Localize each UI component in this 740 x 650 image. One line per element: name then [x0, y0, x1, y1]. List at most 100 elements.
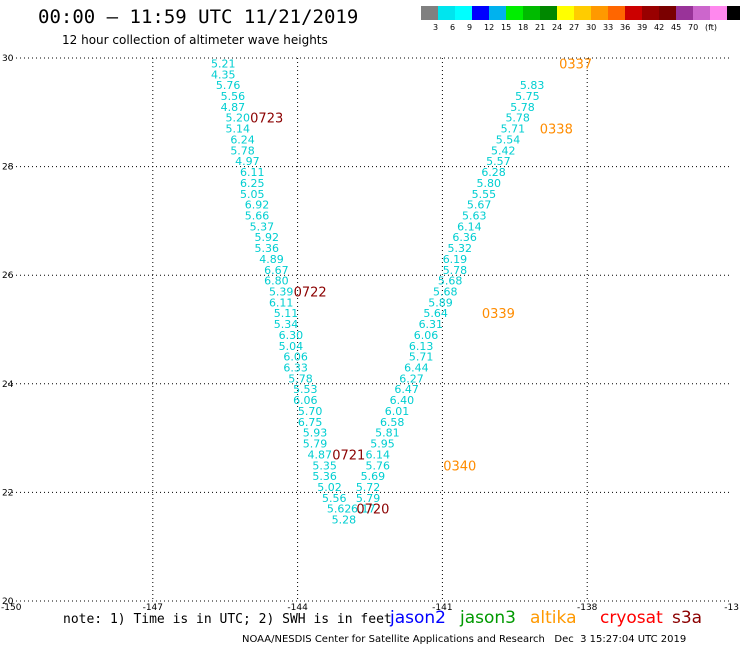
wave-height-value: 4.89 — [259, 253, 284, 266]
color-swatch — [455, 6, 472, 20]
wave-height-value: 5.89 — [428, 296, 453, 309]
wave-height-value: 5.80 — [476, 177, 501, 190]
x-tick-label: -141 — [432, 603, 452, 613]
y-tick-label: 22 — [2, 488, 13, 498]
y-tick-label: 30 — [2, 54, 14, 64]
color-swatch — [506, 6, 523, 20]
wave-height-value: 5.79 — [356, 492, 381, 505]
wave-height-value: 5.56 — [221, 90, 246, 103]
color-swatch — [472, 6, 489, 20]
color-swatch — [574, 6, 591, 20]
wave-height-value: 6.47 — [394, 383, 419, 396]
wave-height-value: 6.27 — [399, 372, 424, 385]
color-swatch — [523, 6, 540, 20]
wave-height-value: 5.56 — [322, 492, 347, 505]
wave-height-value: 5.39 — [269, 285, 294, 298]
wave-height-value: 5.20 — [225, 112, 250, 125]
color-swatch — [625, 6, 642, 20]
wave-height-value: 5.62 — [327, 503, 352, 516]
color-swatch — [489, 6, 506, 20]
wave-height-value: 5.68 — [433, 285, 458, 298]
wave-height-value: 5.53 — [293, 383, 318, 396]
wave-height-value: 6.31 — [419, 318, 444, 331]
wave-height-value: 5.21 — [211, 57, 236, 70]
y-tick-label: 28 — [2, 163, 14, 173]
credit-source: NOAA/NESDIS Center for Satellite Applica… — [242, 634, 545, 645]
color-swatch — [591, 6, 608, 20]
color-scale-label: 18 — [518, 23, 529, 32]
wave-height-value: 5.55 — [472, 188, 497, 201]
units-note: note: 1) Time is in UTC; 2) SWH is in fe… — [63, 612, 392, 627]
wave-height-value: 5.78 — [443, 264, 468, 277]
pass-time-label: 0720 — [356, 503, 389, 518]
color-scale-bar — [421, 6, 740, 20]
color-swatch — [608, 6, 625, 20]
wave-height-value: 5.78 — [510, 101, 535, 114]
wave-height-value: 4.35 — [211, 68, 236, 81]
wave-height-value: 5.70 — [298, 405, 323, 418]
wave-height-value: 6.40 — [390, 394, 415, 407]
wave-height-value: 5.42 — [491, 144, 516, 157]
x-tick-label: -150 — [1, 603, 22, 613]
color-swatch — [540, 6, 557, 20]
wave-height-value: 5.02 — [317, 481, 342, 494]
wave-height-value: 6.44 — [404, 362, 429, 375]
wave-height-value: 5.04 — [279, 340, 304, 353]
pass-time-label: 0722 — [294, 285, 327, 300]
wave-height-value: 6.33 — [283, 362, 308, 375]
chart-subtitle: 12 hour collection of altimeter wave hei… — [62, 33, 328, 47]
x-tick-label: -138 — [577, 603, 598, 613]
color-scale-label: 15 — [501, 23, 512, 32]
wave-height-value: 5.36 — [312, 470, 337, 483]
x-tick-label: -147 — [143, 603, 163, 613]
pass-time-label: 0721 — [332, 448, 365, 463]
wave-height-value: 6.01 — [385, 405, 410, 418]
wave-height-value: 6.67 — [264, 264, 289, 277]
wave-height-value: 5.64 — [423, 307, 448, 320]
y-tick-label: 26 — [2, 271, 14, 281]
wave-height-value: 5.69 — [361, 470, 386, 483]
wave-height-value: 5.67 — [467, 199, 492, 212]
wave-height-value: 5.66 — [245, 209, 270, 222]
pass-time-label: 0340 — [443, 459, 476, 474]
wave-height-value: 5.11 — [274, 307, 299, 320]
pass-time-label: 0338 — [540, 123, 573, 138]
color-scale-label: 42 — [654, 23, 665, 32]
x-tick-label: -13 — [724, 603, 739, 613]
wave-height-value: 5.75 — [515, 90, 540, 103]
color-scale-label: 30 — [586, 23, 597, 32]
wave-height-value: 5.63 — [462, 209, 487, 222]
wave-height-value: 6.28 — [481, 166, 506, 179]
wave-height-value: 5.05 — [240, 188, 265, 201]
wave-height-value: 5.71 — [501, 123, 526, 136]
pass-time-label: 0337 — [559, 57, 592, 72]
legend-s3a: s3a — [672, 608, 703, 628]
legend-cryosat: cryosat — [600, 608, 663, 628]
credit-footer: NOAA/NESDIS Center for Satellite Applica… — [242, 634, 686, 645]
wave-height-value: 6.25 — [240, 177, 265, 190]
wave-height-value: 5.68 — [438, 275, 463, 288]
color-swatch — [642, 6, 659, 20]
wave-height-value: 6.30 — [279, 329, 304, 342]
wave-height-value: 5.36 — [254, 242, 279, 255]
wave-height-value: 4.87 — [308, 448, 333, 461]
pass-time-label: 0723 — [250, 112, 283, 127]
wave-height-value: 6.19 — [443, 253, 468, 266]
wave-height-value: 5.78 — [505, 112, 530, 125]
color-scale-label: 21 — [535, 23, 546, 32]
wave-height-value: 4.87 — [221, 101, 246, 114]
wave-height-value: 5.78 — [288, 372, 313, 385]
wave-height-value: 5.76 — [216, 79, 241, 92]
color-scale-label: 33 — [603, 23, 614, 32]
y-tick-label: 24 — [2, 380, 14, 390]
wave-height-value: 5.34 — [274, 318, 299, 331]
color-swatch — [693, 6, 710, 20]
credit-timestamp: Dec 3 15:27:04 UTC 2019 — [554, 634, 687, 645]
wave-height-value: 5.92 — [254, 231, 279, 244]
wave-height-value: 5.78 — [230, 144, 255, 157]
wave-height-value: 6.06 — [414, 329, 439, 342]
wave-height-value: 5.32 — [448, 242, 473, 255]
color-scale-label: 6 — [450, 23, 456, 32]
wave-height-value: 5.57 — [486, 155, 511, 168]
